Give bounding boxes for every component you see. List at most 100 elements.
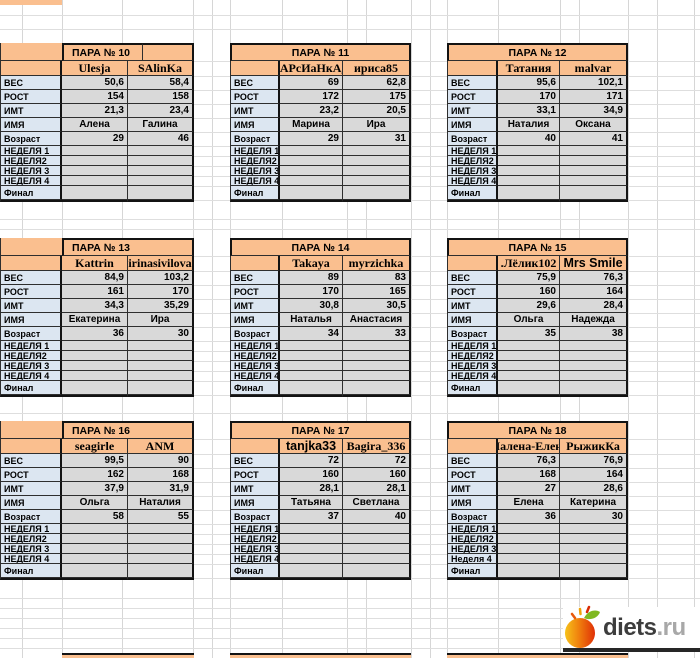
value-cell[interactable] <box>343 544 411 554</box>
row-label-cell[interactable]: НЕДЕЛЯ 1 <box>447 341 498 351</box>
pair-title-cell[interactable]: ПАРА № 11 <box>230 43 411 61</box>
value-cell[interactable] <box>280 200 343 202</box>
value-cell[interactable]: 170 <box>498 90 560 104</box>
value-cell[interactable] <box>62 381 128 395</box>
value-cell[interactable] <box>128 341 194 351</box>
value-cell[interactable]: 72 <box>280 454 343 468</box>
row-label-cell[interactable]: Финал <box>447 381 498 395</box>
row-label-cell[interactable]: НЕДЕЛЯ 4 <box>230 554 280 564</box>
row-label-cell[interactable]: РОСТ <box>447 468 498 482</box>
value-cell[interactable]: 28,1 <box>280 482 343 496</box>
value-cell[interactable]: 162 <box>62 468 128 482</box>
nick-cell[interactable]: Kattrin <box>62 256 128 271</box>
value-cell[interactable] <box>343 351 411 361</box>
value-cell[interactable] <box>498 544 560 554</box>
row-label-cell[interactable]: ИМЯ <box>230 496 280 510</box>
row-label-cell[interactable]: ВЕС <box>230 271 280 285</box>
row-label-cell[interactable] <box>0 578 62 580</box>
value-cell[interactable] <box>560 554 628 564</box>
value-cell[interactable] <box>343 361 411 371</box>
value-cell[interactable] <box>343 186 411 200</box>
value-cell[interactable] <box>498 371 560 381</box>
value-cell[interactable]: 160 <box>498 285 560 299</box>
value-cell[interactable] <box>560 395 628 397</box>
value-cell[interactable] <box>343 371 411 381</box>
row-label-cell[interactable]: Финал <box>0 381 62 395</box>
nick-cell[interactable]: irinasivilova <box>128 256 194 271</box>
value-cell[interactable]: 37 <box>280 510 343 524</box>
value-cell[interactable]: 34 <box>280 327 343 341</box>
value-cell[interactable]: 170 <box>280 285 343 299</box>
nick-cell[interactable]: .Лёлик102 <box>498 256 560 271</box>
row-label-cell[interactable]: НЕДЕЛЯ2 <box>230 534 280 544</box>
value-cell[interactable] <box>280 166 343 176</box>
value-cell[interactable]: Алена <box>62 118 128 132</box>
value-cell[interactable] <box>343 534 411 544</box>
value-cell[interactable] <box>343 156 411 166</box>
nick-spacer-cell[interactable] <box>447 256 498 271</box>
nick-cell[interactable]: seagirle <box>62 439 128 454</box>
value-cell[interactable]: 29 <box>62 132 128 146</box>
value-cell[interactable] <box>128 166 194 176</box>
value-cell[interactable] <box>128 524 194 534</box>
row-label-cell[interactable] <box>230 200 280 202</box>
value-cell[interactable] <box>498 146 560 156</box>
row-label-cell[interactable]: ИМЯ <box>0 313 62 327</box>
row-label-cell[interactable]: ВЕС <box>0 271 62 285</box>
value-cell[interactable] <box>498 176 560 186</box>
row-label-cell[interactable]: Финал <box>230 186 280 200</box>
row-label-cell[interactable]: НЕДЕЛЯ 3 <box>0 361 62 371</box>
value-cell[interactable]: 35,29 <box>128 299 194 313</box>
nick-spacer-cell[interactable] <box>230 439 280 454</box>
nick-cell[interactable]: РыжикКа <box>560 439 628 454</box>
row-label-cell[interactable]: ВЕС <box>0 454 62 468</box>
row-label-cell[interactable]: ВЕС <box>230 76 280 90</box>
value-cell[interactable]: 72 <box>343 454 411 468</box>
value-cell[interactable] <box>128 351 194 361</box>
value-cell[interactable] <box>128 578 194 580</box>
value-cell[interactable] <box>280 361 343 371</box>
value-cell[interactable] <box>560 156 628 166</box>
value-cell[interactable]: Марина <box>280 118 343 132</box>
row-label-cell[interactable]: ВЕС <box>230 454 280 468</box>
value-cell[interactable] <box>560 341 628 351</box>
value-cell[interactable] <box>498 351 560 361</box>
row-label-cell[interactable]: НЕДЕЛЯ 4 <box>447 371 498 381</box>
row-label-cell[interactable]: НЕДЕЛЯ 3 <box>230 361 280 371</box>
row-label-cell[interactable]: ИМТ <box>447 104 498 118</box>
value-cell[interactable] <box>62 578 128 580</box>
row-label-cell[interactable]: Финал <box>447 564 498 578</box>
nick-cell[interactable]: ANM <box>128 439 194 454</box>
row-label-cell[interactable]: РОСТ <box>0 468 62 482</box>
value-cell[interactable]: 31 <box>343 132 411 146</box>
row-label-cell[interactable]: ВЕС <box>0 76 62 90</box>
nick-cell[interactable]: Takaya <box>280 256 343 271</box>
value-cell[interactable] <box>498 395 560 397</box>
row-label-cell[interactable]: ИМЯ <box>0 496 62 510</box>
value-cell[interactable] <box>62 534 128 544</box>
value-cell[interactable]: 28,4 <box>560 299 628 313</box>
row-label-cell[interactable]: НЕДЕЛЯ 4 <box>0 371 62 381</box>
row-label-cell[interactable]: РОСТ <box>230 90 280 104</box>
value-cell[interactable] <box>280 534 343 544</box>
row-label-cell[interactable]: НЕДЕЛЯ 4 <box>230 371 280 381</box>
value-cell[interactable] <box>343 564 411 578</box>
row-label-cell[interactable]: ИМТ <box>447 299 498 313</box>
value-cell[interactable] <box>498 524 560 534</box>
value-cell[interactable] <box>62 166 128 176</box>
row-label-cell[interactable]: ИМТ <box>230 104 280 118</box>
value-cell[interactable] <box>62 146 128 156</box>
row-label-cell[interactable] <box>447 200 498 202</box>
value-cell[interactable]: 40 <box>498 132 560 146</box>
row-label-cell[interactable]: ИМЯ <box>230 118 280 132</box>
row-label-cell[interactable]: НЕДЕЛЯ 3 <box>230 166 280 176</box>
value-cell[interactable]: 20,5 <box>343 104 411 118</box>
row-label-cell[interactable]: НЕДЕЛЯ2 <box>0 534 62 544</box>
value-cell[interactable] <box>498 361 560 371</box>
value-cell[interactable]: 168 <box>128 468 194 482</box>
value-cell[interactable]: 168 <box>498 468 560 482</box>
value-cell[interactable] <box>280 146 343 156</box>
value-cell[interactable]: Татьяна <box>280 496 343 510</box>
value-cell[interactable] <box>560 351 628 361</box>
value-cell[interactable]: 23,4 <box>128 104 194 118</box>
